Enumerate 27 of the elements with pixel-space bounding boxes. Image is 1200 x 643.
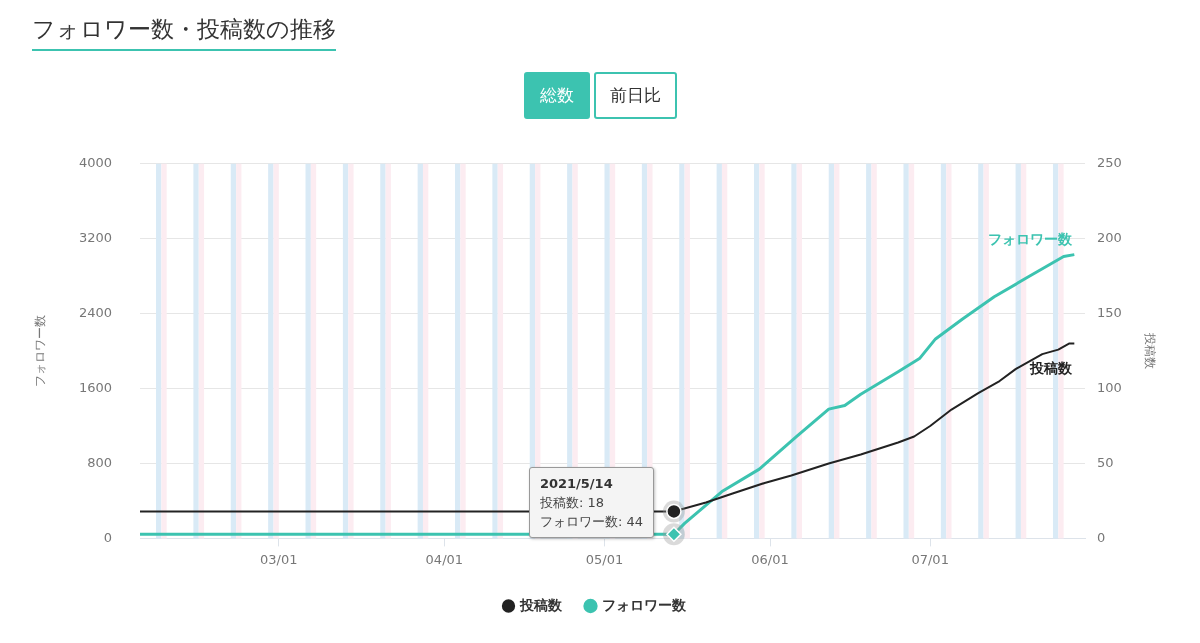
text: 前日比 bbox=[593, 72, 677, 119]
legend-label: フォロワー数 bbox=[601, 596, 687, 613]
chart-title: フォロワー数・投稿数の推移 bbox=[32, 14, 336, 51]
y-tick-label: 2400 bbox=[78, 305, 112, 321]
annotation: 2021/5/14 投稿数: 18 フォロワー数: 44 bbox=[528, 467, 654, 539]
y-axis-title: フォロワー数 bbox=[33, 315, 48, 388]
text: 総数 bbox=[523, 72, 590, 119]
y2-tick-label: 150 bbox=[1097, 305, 1122, 321]
y2-tick-label: 0 bbox=[1097, 529, 1106, 545]
x-tick-label: 04/01 bbox=[425, 551, 464, 567]
y2-tick-label: 50 bbox=[1097, 454, 1114, 470]
y2-tick-label: 200 bbox=[1097, 230, 1122, 246]
x-tick-label: 06/01 bbox=[751, 551, 789, 567]
y-tick-label: 4000 bbox=[78, 155, 112, 171]
y2-tick-label: 100 bbox=[1097, 379, 1122, 395]
y-tick-label: 3200 bbox=[78, 230, 112, 246]
text: 投稿数 bbox=[1030, 360, 1073, 377]
y-tick-label: 800 bbox=[87, 454, 112, 470]
x-tick-label: 03/01 bbox=[260, 551, 298, 567]
y-tick-label: 0 bbox=[103, 529, 112, 545]
y-tick-label: 1600 bbox=[78, 379, 112, 395]
legend-label: 投稿数 bbox=[518, 596, 563, 613]
text: フォロワー数 bbox=[988, 231, 1073, 248]
y2-axis-title: 投稿数 bbox=[1142, 332, 1157, 370]
x-tick-label: 05/01 bbox=[585, 551, 624, 567]
y2-tick-label: 250 bbox=[1097, 155, 1122, 171]
x-tick-label: 07/01 bbox=[911, 551, 949, 567]
